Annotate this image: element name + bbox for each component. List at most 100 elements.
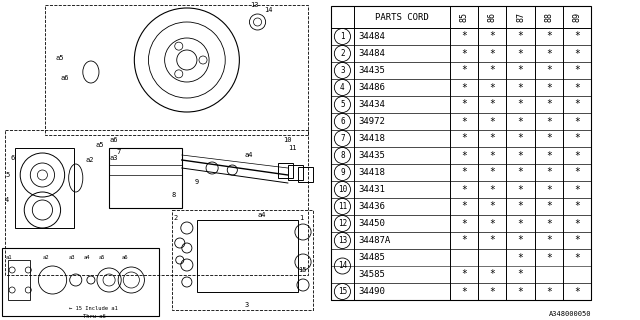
Text: *: * <box>574 133 580 143</box>
Text: 34431: 34431 <box>358 185 385 194</box>
Text: *: * <box>518 100 524 109</box>
Text: *: * <box>518 185 524 195</box>
Text: a5: a5 <box>56 55 64 61</box>
Text: 4: 4 <box>340 83 345 92</box>
Text: *: * <box>546 185 552 195</box>
Bar <box>15 148 74 228</box>
Text: a3: a3 <box>109 155 118 161</box>
Text: *: * <box>574 167 580 178</box>
Text: *: * <box>574 83 580 92</box>
Text: *: * <box>574 202 580 212</box>
Text: 34450: 34450 <box>358 219 385 228</box>
Text: a2: a2 <box>86 157 94 163</box>
Text: *: * <box>546 236 552 245</box>
Text: 6: 6 <box>10 155 14 161</box>
Text: PARTS CORD: PARTS CORD <box>375 12 429 21</box>
Text: 8: 8 <box>340 151 345 160</box>
Text: 1: 1 <box>299 215 303 221</box>
Text: 11: 11 <box>338 202 347 211</box>
Text: 8: 8 <box>172 192 176 198</box>
Text: 5: 5 <box>5 172 10 178</box>
Text: a1: a1 <box>6 255 13 260</box>
Text: 11: 11 <box>288 145 296 151</box>
Text: *: * <box>490 31 495 42</box>
Text: *: * <box>518 202 524 212</box>
Text: *: * <box>546 219 552 228</box>
Text: 3: 3 <box>244 302 249 308</box>
Text: 34484: 34484 <box>358 32 385 41</box>
Text: *: * <box>490 236 495 245</box>
Text: *: * <box>574 236 580 245</box>
Text: *: * <box>461 83 467 92</box>
Text: *: * <box>518 167 524 178</box>
Text: 88: 88 <box>545 12 554 22</box>
Bar <box>298 167 313 182</box>
Text: 1: 1 <box>340 32 345 41</box>
Text: *: * <box>490 219 495 228</box>
Text: *: * <box>461 202 467 212</box>
Text: *: * <box>546 66 552 76</box>
Text: *: * <box>461 185 467 195</box>
Text: *: * <box>546 252 552 262</box>
Text: 34434: 34434 <box>358 100 385 109</box>
Text: *: * <box>518 150 524 161</box>
Text: *: * <box>490 83 495 92</box>
Bar <box>197 220 298 292</box>
Text: *: * <box>574 49 580 59</box>
Text: *: * <box>546 31 552 42</box>
Text: *: * <box>461 150 467 161</box>
Text: *: * <box>461 49 467 59</box>
Text: 34418: 34418 <box>358 168 385 177</box>
Text: *: * <box>574 116 580 126</box>
Text: a5: a5 <box>96 142 104 148</box>
Text: *: * <box>574 66 580 76</box>
Text: *: * <box>490 167 495 178</box>
Text: 34436: 34436 <box>358 202 385 211</box>
Text: *: * <box>574 252 580 262</box>
Text: 34487A: 34487A <box>358 236 391 245</box>
Bar <box>332 6 591 300</box>
Text: *: * <box>546 49 552 59</box>
Text: 15: 15 <box>338 287 347 296</box>
Text: 5: 5 <box>340 100 345 109</box>
Bar <box>5 130 308 275</box>
Text: 4: 4 <box>5 197 10 203</box>
Text: *: * <box>461 286 467 297</box>
Text: *: * <box>518 286 524 297</box>
Text: 34585: 34585 <box>358 270 385 279</box>
Text: 10: 10 <box>283 137 291 143</box>
Text: a3: a3 <box>68 255 75 260</box>
Text: *: * <box>546 202 552 212</box>
Text: *: * <box>490 133 495 143</box>
Text: 14: 14 <box>338 261 347 270</box>
Text: 34486: 34486 <box>358 83 385 92</box>
Text: 87: 87 <box>516 12 525 22</box>
Text: *: * <box>490 49 495 59</box>
Text: 6: 6 <box>340 117 345 126</box>
Text: *: * <box>518 116 524 126</box>
Text: *: * <box>546 150 552 161</box>
Text: 12: 12 <box>338 219 347 228</box>
Bar <box>2 248 159 316</box>
Text: *: * <box>518 236 524 245</box>
Text: *: * <box>490 66 495 76</box>
Text: a5: a5 <box>99 255 106 260</box>
Text: *: * <box>518 269 524 279</box>
Text: 89: 89 <box>573 12 582 22</box>
Text: *: * <box>518 83 524 92</box>
Text: 14: 14 <box>264 7 273 13</box>
Text: a2: a2 <box>42 255 49 260</box>
Text: *: * <box>461 116 467 126</box>
Text: *: * <box>461 31 467 42</box>
Bar <box>45 5 308 135</box>
Text: *: * <box>546 116 552 126</box>
Text: *: * <box>574 219 580 228</box>
Text: Thru a6: Thru a6 <box>83 314 106 318</box>
Text: 10: 10 <box>338 185 347 194</box>
Text: *: * <box>461 269 467 279</box>
Text: *: * <box>518 252 524 262</box>
Text: 13: 13 <box>338 236 347 245</box>
Text: *: * <box>461 133 467 143</box>
Text: *: * <box>490 286 495 297</box>
Text: *: * <box>461 219 467 228</box>
